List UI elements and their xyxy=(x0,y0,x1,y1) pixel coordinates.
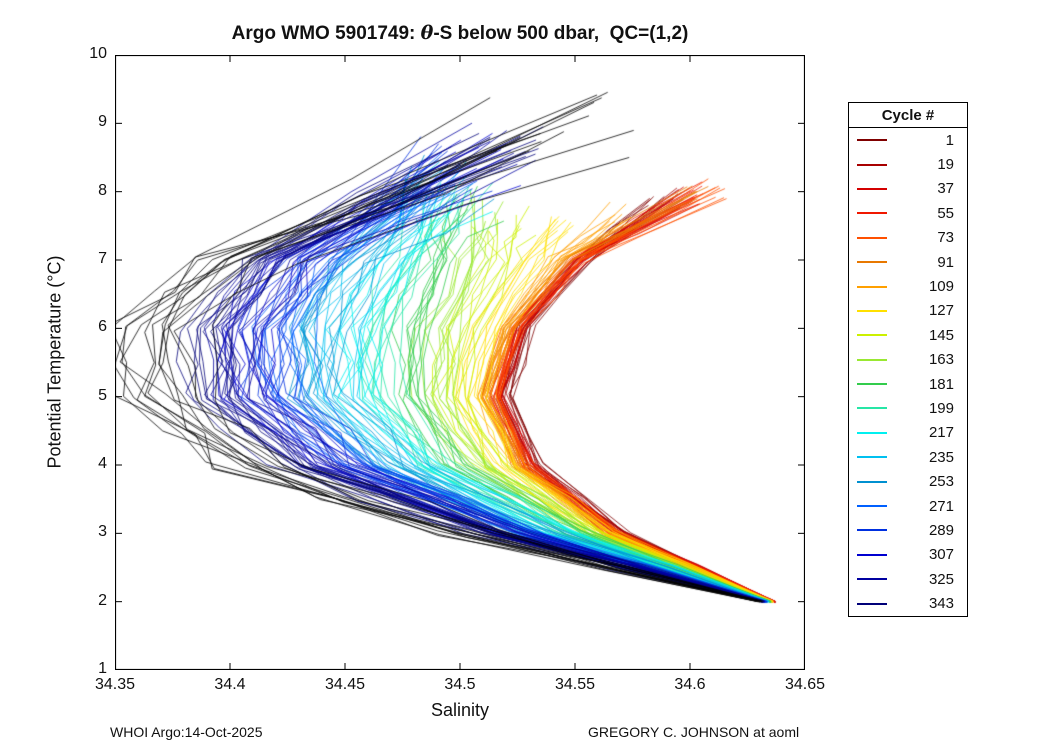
legend-line-sample xyxy=(857,431,887,434)
legend-line-sample xyxy=(857,505,887,508)
legend-entry: 199 xyxy=(849,396,967,420)
footer-left-text: WHOI Argo:14-Oct-2025 xyxy=(110,724,263,740)
footer-right-text: GREGORY C. JOHNSON at aoml xyxy=(588,724,800,740)
legend-line-sample xyxy=(857,236,887,239)
legend-line-sample xyxy=(857,480,887,483)
legend-line-sample xyxy=(857,602,887,605)
legend-entry-label: 199 xyxy=(928,399,954,417)
theta-symbol: θ xyxy=(420,22,434,44)
legend-entry-label: 253 xyxy=(928,473,954,491)
legend-line-sample xyxy=(857,163,887,166)
y-tick-label: 1 xyxy=(98,660,107,677)
legend-entry-label: 217 xyxy=(928,424,954,442)
legend-entry: 343 xyxy=(849,591,967,615)
legend-entry-label: 127 xyxy=(928,302,954,320)
legend-line-sample xyxy=(857,383,887,386)
legend-title: Cycle # xyxy=(849,103,967,128)
y-tick-label: 7 xyxy=(98,250,107,267)
chart-title: Argo WMO 5901749: θ-S below 500 dbar, QC… xyxy=(115,22,805,45)
x-tick-label: 34.4 xyxy=(214,676,246,693)
legend-entry: 19 xyxy=(849,152,967,176)
legend-entry-label: 343 xyxy=(928,595,954,613)
legend-entry-label: 1 xyxy=(945,131,954,149)
legend-entry: 73 xyxy=(849,226,967,250)
legend-line-sample xyxy=(857,358,887,361)
chart-title-prefix: Argo WMO 5901749: xyxy=(231,23,421,44)
y-tick-label: 8 xyxy=(98,181,107,199)
legend-entry: 55 xyxy=(849,201,967,225)
x-tick-label: 34.6 xyxy=(674,676,706,693)
plot-canvas xyxy=(115,55,805,670)
legend-entry: 1 xyxy=(849,128,967,152)
x-axis-label: Salinity xyxy=(430,700,490,720)
legend-entry: 127 xyxy=(849,299,967,323)
legend-entry: 289 xyxy=(849,518,967,542)
legend-entry-label: 37 xyxy=(937,180,954,198)
legend-entry: 37 xyxy=(849,177,967,201)
legend-entry-label: 55 xyxy=(937,204,954,222)
legend-entry-label: 307 xyxy=(928,546,954,564)
legend-line-sample xyxy=(857,529,887,532)
legend-entry: 145 xyxy=(849,323,967,347)
plot-area xyxy=(115,55,805,670)
legend-line-sample xyxy=(857,187,887,190)
x-tick-label: 34.65 xyxy=(784,676,826,693)
legend-entry: 109 xyxy=(849,274,967,298)
legend-entry: 307 xyxy=(849,543,967,567)
legend-entry: 181 xyxy=(849,372,967,396)
legend-entry-label: 325 xyxy=(928,570,954,588)
legend-line-sample xyxy=(857,139,887,142)
legend-entry: 271 xyxy=(849,494,967,518)
legend-entry-label: 163 xyxy=(928,351,954,369)
x-tick-label: 34.55 xyxy=(554,676,596,693)
y-tick-label: 5 xyxy=(98,386,107,404)
x-tick-label: 34.35 xyxy=(94,676,136,693)
y-tick-label: 9 xyxy=(98,113,107,131)
legend-entry: 253 xyxy=(849,469,967,493)
legend-entries: 1 19 37 55 73 91 109 127 145 163 181 199 217 235 253 27… xyxy=(849,128,967,616)
legend: Cycle # 1 19 37 55 73 91 109 127 145 163 181 199 217… xyxy=(848,102,968,617)
legend-line-sample xyxy=(857,407,887,410)
legend-entry-label: 91 xyxy=(937,253,954,271)
y-axis-label: Potential Temperature (°C) xyxy=(44,255,65,469)
legend-line-sample xyxy=(857,261,887,264)
legend-line-sample xyxy=(857,553,887,556)
x-tick-label: 34.45 xyxy=(324,676,366,693)
y-tick-label: 3 xyxy=(98,523,107,541)
legend-entry: 91 xyxy=(849,250,967,274)
legend-entry-label: 73 xyxy=(937,229,954,247)
legend-entry-label: 109 xyxy=(928,278,954,296)
legend-line-sample xyxy=(857,334,887,337)
legend-entry: 235 xyxy=(849,445,967,469)
legend-entry-label: 19 xyxy=(937,156,954,174)
legend-line-sample xyxy=(857,212,887,215)
y-tick-label: 10 xyxy=(89,45,107,62)
legend-line-sample xyxy=(857,285,887,288)
chart-title-suffix: -S below 500 dbar, QC=(1,2) xyxy=(433,23,689,44)
legend-entry-label: 181 xyxy=(928,375,954,393)
legend-line-sample xyxy=(857,456,887,459)
legend-entry: 325 xyxy=(849,567,967,591)
y-tick-label: 2 xyxy=(98,591,107,609)
x-tick-label: 34.5 xyxy=(444,676,476,693)
legend-line-sample xyxy=(857,578,887,581)
y-tick-label: 4 xyxy=(98,455,107,472)
legend-entry-label: 235 xyxy=(928,448,954,466)
legend-entry: 217 xyxy=(849,421,967,445)
legend-entry-label: 271 xyxy=(928,497,954,515)
legend-entry: 163 xyxy=(849,348,967,372)
legend-line-sample xyxy=(857,309,887,312)
y-tick-label: 6 xyxy=(98,318,107,336)
legend-entry-label: 289 xyxy=(928,521,954,539)
legend-entry-label: 145 xyxy=(928,326,954,344)
